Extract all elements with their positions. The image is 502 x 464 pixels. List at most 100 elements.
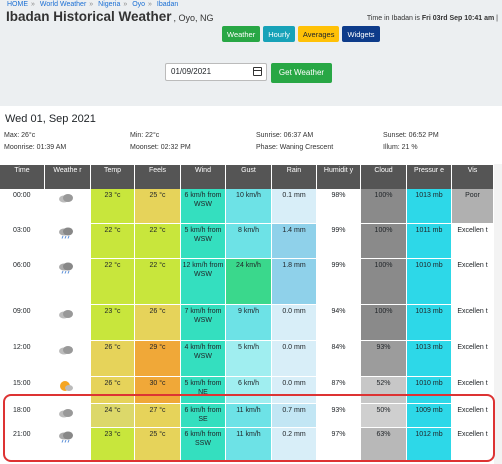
- col-header-cloud: Cloud: [361, 165, 407, 189]
- widgets-button[interactable]: Widgets: [342, 26, 380, 42]
- max-temp: Max: 26°c: [4, 132, 36, 139]
- cell-temp: 23 °c: [91, 189, 135, 223]
- cell-rain: 1.8 mm: [272, 259, 317, 304]
- cell-temp: 23 °c: [91, 428, 135, 462]
- cell-temp: 26 °c: [91, 377, 135, 403]
- cell-humidity: 99%: [317, 259, 361, 304]
- averages-button[interactable]: Averages: [297, 26, 340, 42]
- scrollbar[interactable]: [494, 164, 502, 464]
- cell-wind: 5 km/h from NE: [181, 377, 226, 403]
- cell-wind: 6 km/h from SE: [181, 404, 226, 427]
- cell-gust: 8 km/h: [226, 224, 272, 258]
- cell-rain: 0.1 mm: [272, 189, 317, 223]
- hourly-button[interactable]: Hourly: [263, 26, 295, 42]
- cell-wind: 4 km/h from WSW: [181, 341, 226, 376]
- cell-feels: 22 °c: [135, 224, 181, 258]
- cell-gust: 10 km/h: [226, 189, 272, 223]
- cell-pressure: 1009 mb: [407, 404, 452, 427]
- get-weather-button[interactable]: Get Weather: [271, 63, 332, 83]
- cell-cloud: 100%: [361, 224, 407, 258]
- cell-cloud: 63%: [361, 428, 407, 462]
- crumb-country[interactable]: Nigeria: [98, 1, 121, 8]
- cloudy-icon: [58, 406, 74, 418]
- sun-cloud-icon: [58, 379, 74, 391]
- cell-wind: 5 km/h from WSW: [181, 224, 226, 258]
- cell-humidity: 87%: [317, 377, 361, 403]
- cell-temp: 24 °c: [91, 404, 135, 427]
- cell-wind: 6 km/h from WSW: [181, 189, 226, 223]
- rain-cloud-icon: [58, 430, 74, 443]
- cell-rain: 0.7 mm: [272, 404, 317, 427]
- cloudy-icon: [58, 343, 74, 355]
- col-header-humidity: Humidit y: [317, 165, 361, 189]
- min-temp: Min: 22°c: [130, 132, 160, 139]
- cell-feels: 29 °c: [135, 341, 181, 376]
- cell-pressure: 1010 mb: [407, 259, 452, 304]
- cell-wind: 7 km/h from WSW: [181, 305, 226, 340]
- cell-vis: Excellen t: [452, 224, 494, 258]
- cell-feels: 27 °c: [135, 404, 181, 427]
- cell-vis: Excellen t: [452, 341, 494, 376]
- cell-wind: 12 km/h from WSW: [181, 259, 226, 304]
- moonrise: Moonrise: 01:39 AM: [4, 144, 67, 151]
- cell-gust: 5 km/h: [226, 341, 272, 376]
- cell-temp: 22 °c: [91, 224, 135, 258]
- rain-cloud-icon: [58, 261, 74, 274]
- cell-cloud: 100%: [361, 189, 407, 223]
- highlight-box: [3, 394, 495, 462]
- cloudy-icon: [58, 191, 74, 203]
- cell-gust: 11 km/h: [226, 428, 272, 462]
- cloudy-icon: [58, 307, 74, 319]
- cell-humidity: 84%: [317, 341, 361, 376]
- cell-time: 09:00: [0, 305, 45, 340]
- cell-pressure: 1013 mb: [407, 189, 452, 223]
- rain-cloud-icon: [58, 226, 74, 239]
- cell-feels: 25 °c: [135, 189, 181, 223]
- cell-rain: 0.0 mm: [272, 341, 317, 376]
- cell-rain: 0.0 mm: [272, 377, 317, 403]
- cell-cloud: 52%: [361, 377, 407, 403]
- cell-temp: 23 °c: [91, 305, 135, 340]
- local-time: Time in Ibadan is Fri 03rd Sep 10:41 am …: [366, 15, 498, 22]
- col-header-pressure: Pressur e: [407, 165, 452, 189]
- col-header-temp: Temp: [91, 165, 135, 189]
- moon-phase: Phase: Waning Crescent: [256, 144, 334, 151]
- cell-temp: 22 °c: [91, 259, 135, 304]
- cell-feels: 30 °c: [135, 377, 181, 403]
- cell-temp: 26 °c: [91, 341, 135, 376]
- cell-vis: Excellen t: [452, 259, 494, 304]
- col-header-rain: Rain: [272, 165, 317, 189]
- cell-gust: 6 km/h: [226, 377, 272, 403]
- day-title: Wed 01, Sep 2021: [5, 113, 96, 125]
- cell-feels: 26 °c: [135, 305, 181, 340]
- page-title: Ibadan Historical Weather, Oyo, NG: [6, 9, 214, 24]
- cell-humidity: 98%: [317, 189, 361, 223]
- cell-humidity: 94%: [317, 305, 361, 340]
- crumb-city[interactable]: Ibadan: [156, 1, 179, 8]
- crumb-world[interactable]: World Weather: [39, 1, 87, 8]
- col-header-weather: Weathe r: [45, 165, 91, 189]
- cell-rain: 1.4 mm: [272, 224, 317, 258]
- date-input[interactable]: 01/09/2021: [165, 63, 267, 81]
- cell-rain: 0.0 mm: [272, 305, 317, 340]
- cell-rain: 0.2 mm: [272, 428, 317, 462]
- weather-button[interactable]: Weather: [222, 26, 261, 42]
- cell-cloud: 100%: [361, 305, 407, 340]
- breadcrumb: HOME» World Weather» Nigeria» Oyo» Ibada…: [7, 1, 179, 8]
- crumb-state[interactable]: Oyo: [132, 1, 146, 8]
- cell-cloud: 93%: [361, 341, 407, 376]
- col-header-gust: Gust: [226, 165, 272, 189]
- cell-time: 18:00: [0, 404, 45, 427]
- cell-wind: 6 km/h from SSW: [181, 428, 226, 462]
- moonset: Moonset: 02:32 PM: [130, 144, 191, 151]
- calendar-icon[interactable]: [253, 67, 262, 76]
- cell-humidity: 97%: [317, 428, 361, 462]
- col-header-time: Time: [0, 165, 45, 189]
- crumb-home[interactable]: HOME: [7, 1, 28, 8]
- cell-time: 00:00: [0, 189, 45, 223]
- cell-vis: Poor: [452, 189, 494, 223]
- top-bar: HOME» World Weather» Nigeria» Oyo» Ibada…: [0, 0, 502, 106]
- cell-cloud: 50%: [361, 404, 407, 427]
- cell-pressure: 1012 mb: [407, 428, 452, 462]
- col-header-feels: Feels: [135, 165, 181, 189]
